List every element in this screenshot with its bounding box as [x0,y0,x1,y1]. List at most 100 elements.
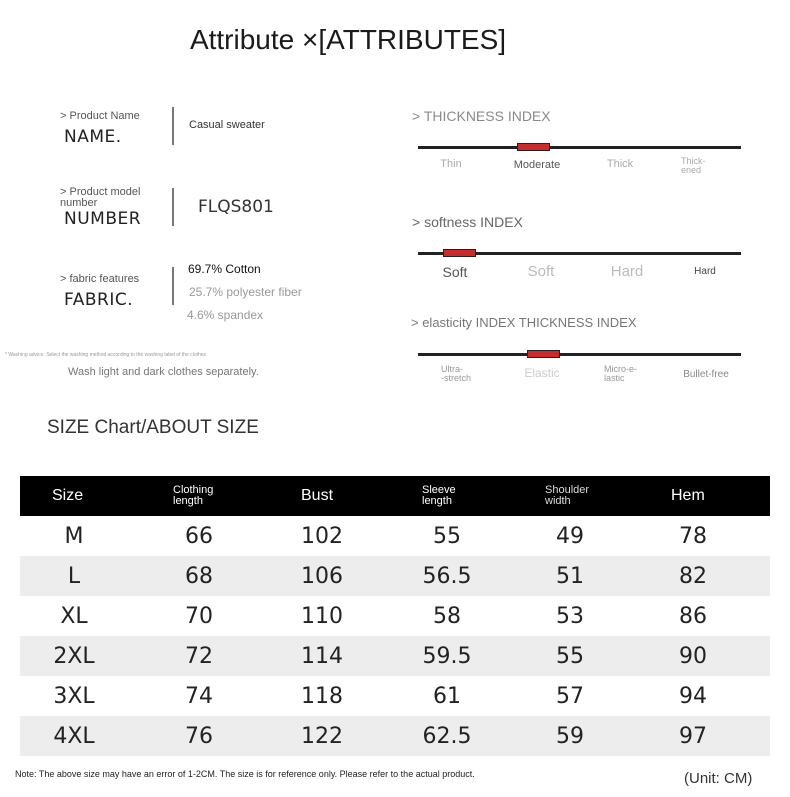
table-cell: 59 [556,723,584,749]
fabric-value-2: 25.7% polyester fiber [189,285,302,299]
table-cell: 78 [679,523,707,549]
thickness-index-title: > THICKNESS INDEX [412,108,551,124]
size-chart-title: SIZE Chart/ABOUT SIZE [47,417,259,438]
elasticity-option-elastic: Elastic [524,366,560,380]
product-name-key: NAME. [64,127,122,147]
size-note: Note: The above size may have an error o… [15,769,475,779]
softness-option-2: Soft [527,263,555,280]
elasticity-option-ultra-stretch: Ultra- -stretch [441,365,481,383]
elasticity-option-micro-line1: Micro-e- [604,364,637,374]
table-cell: 94 [679,683,707,709]
product-name-label: > Product Name [60,110,140,122]
table-cell: 122 [301,723,343,749]
product-model-label-2: number [60,197,98,209]
elasticity-option-ultra-line2: -stretch [441,373,472,383]
table-cell: 90 [679,643,707,669]
header-clothing-length: Clothing length [173,476,213,516]
elasticity-option-bullet-free: Bullet-free [683,369,729,380]
table-row: L 68 106 56.5 51 82 [20,556,770,596]
table-row: M 66 102 55 49 78 [20,516,770,556]
page-title: Attribute ×[ATTRIBUTES] [189,24,507,55]
table-cell: 51 [556,563,584,589]
divider [172,188,174,226]
table-row: 2XL 72 114 59.5 55 90 [20,636,770,676]
header-sleeve-length-line2: length [422,495,452,507]
table-row: 3XL 74 118 61 57 94 [20,676,770,716]
header-sleeve-length-line1: Sleeve [422,484,456,496]
table-cell: 74 [185,683,213,709]
thickness-option-thickened-line1: Thick- [681,156,706,166]
table-cell: XL [60,603,88,629]
header-shoulder-width: Shoulder width [545,476,589,516]
table-cell: 2XL [53,643,95,669]
product-name-value: Casual sweater [189,119,265,131]
table-cell: 58 [433,603,461,629]
header-size: Size [52,487,84,504]
fabric-value-3: 4.6% spandex [187,308,264,322]
table-row: XL 70 110 58 53 86 [20,596,770,636]
thickness-option-thickened: Thick- ened [681,157,711,175]
table-cell: 70 [185,603,213,629]
table-cell: 55 [556,643,584,669]
product-model-value: FLQS801 [198,197,274,217]
fabric-value-1: 69.7% Cotton [188,262,261,276]
unit-label: (Unit: CM) [684,770,753,787]
softness-option-1: Soft [442,264,468,280]
softness-marker [443,249,476,257]
softness-scale-line [418,252,741,255]
header-sleeve-length: Sleeve length [422,476,456,516]
softness-index-title: > softness INDEX [412,214,523,230]
size-table-body: M 66 102 55 49 78 L 68 106 56.5 51 82 XL 70 110 58 53 86 2… [20,516,770,756]
softness-option-4: Hard [694,266,716,277]
elasticity-scale-line [418,353,741,356]
table-cell: 61 [433,683,461,709]
table-cell: 49 [556,523,584,549]
fabric-key: FABRIC. [64,290,134,310]
table-cell: 57 [556,683,584,709]
size-table-header: Size Clothing length Bust Sleeve length Sh… [20,476,770,516]
table-cell: 3XL [53,683,95,709]
table-cell: 62.5 [422,723,472,749]
header-shoulder-width-line2: width [545,495,571,507]
thickness-option-thickened-line2: ened [681,165,702,175]
table-cell: 56.5 [422,563,472,589]
table-cell: 4XL [53,723,95,749]
fabric-label: > fabric features [60,273,140,285]
header-clothing-length-line1: Clothing [173,484,214,496]
table-cell: 59.5 [422,643,472,669]
table-cell: 86 [679,603,707,629]
table-cell: 55 [433,523,461,549]
elasticity-option-micro-elastic: Micro-e- lastic [604,365,644,383]
table-cell: M [64,523,84,549]
product-model-label: > Product model [60,186,141,198]
elasticity-index-title: > elasticity INDEX THICKNESS INDEX [411,315,637,330]
thickness-option-moderate: Moderate [513,159,561,171]
divider [172,267,174,305]
table-cell: L [67,563,81,589]
table-cell: 72 [185,643,213,669]
header-bust: Bust [301,487,334,504]
table-cell: 82 [679,563,707,589]
table-row: 4XL 76 122 62.5 59 97 [20,716,770,756]
header-hem: Hem [671,487,705,504]
table-cell: 68 [185,563,213,589]
washing-text: Wash light and dark clothes separately. [68,366,259,378]
table-cell: 114 [301,643,343,669]
softness-option-3: Hard [610,263,644,280]
header-shoulder-width-line1: Shoulder [545,484,590,496]
thickness-option-thick: Thick [606,158,634,170]
table-cell: 118 [301,683,343,709]
thickness-option-thin: Thin [440,158,462,170]
elasticity-option-micro-line2: lastic [604,373,625,383]
table-cell: 110 [301,603,343,629]
table-cell: 106 [301,563,343,589]
table-cell: 53 [556,603,584,629]
header-clothing-length-line2: length [173,495,203,507]
washing-advice: * Washing advice: Select the washing met… [5,352,207,358]
table-cell: 66 [185,523,213,549]
product-model-key: NUMBER [64,209,142,229]
elasticity-marker [527,350,560,358]
elasticity-option-ultra-line1: Ultra- [441,364,463,374]
table-cell: 102 [301,523,343,549]
table-cell: 97 [679,723,707,749]
